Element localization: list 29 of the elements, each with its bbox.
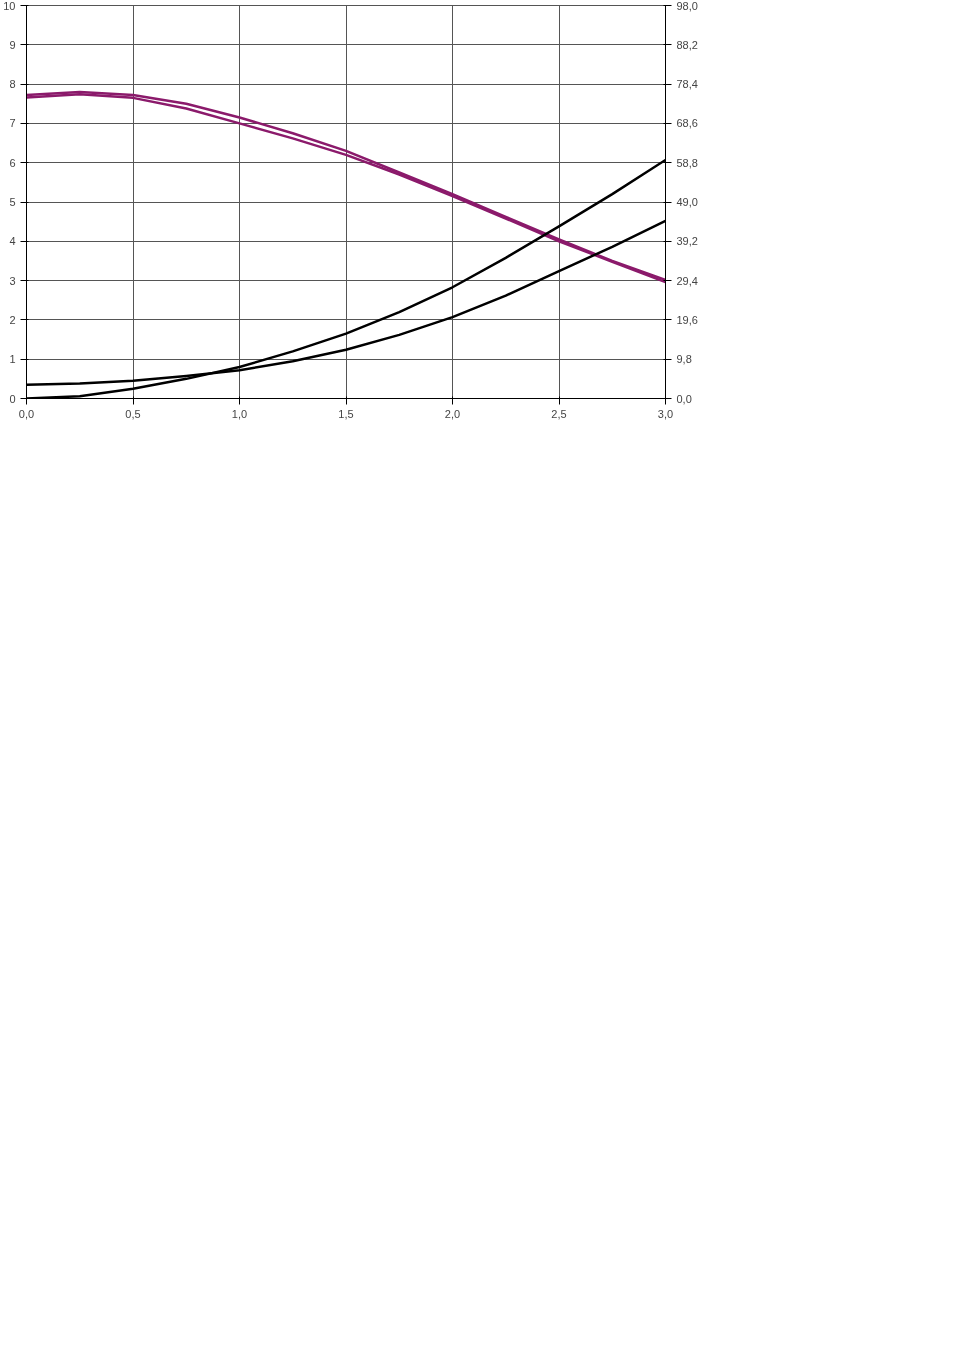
x-tick-label: 0,0 — [18, 407, 35, 420]
x-tick-label: 2,0 — [444, 407, 461, 420]
y2-tick-label: 88,2 — [676, 38, 698, 51]
y-tick-label: 1 — [9, 353, 16, 366]
y-tick-label: 6 — [9, 156, 16, 169]
y2-tick-label: 19,6 — [676, 313, 698, 326]
y2-tick-label: 68,6 — [676, 117, 698, 130]
y-tick-label: 8 — [9, 78, 16, 91]
y2-tick-label: 58,8 — [676, 156, 698, 169]
y-tick-label: 4 — [9, 235, 16, 248]
y2-tick-label: 98,0 — [676, 0, 698, 12]
x-tick-label: 3,0 — [657, 407, 674, 420]
y-tick-label: 5 — [9, 196, 16, 208]
y2-tick-label: 39,2 — [676, 235, 698, 248]
y-tick-label: 2 — [9, 313, 16, 326]
y-tick-label: 9 — [9, 38, 16, 51]
x-tick-label: 2,5 — [551, 407, 567, 420]
x-tick-label: 0,5 — [125, 407, 141, 420]
y2-tick-label: 78,4 — [676, 78, 698, 91]
y-tick-label: 7 — [9, 117, 16, 130]
y-tick-label: 10 — [3, 0, 16, 12]
x-tick-label: 1,5 — [338, 407, 354, 420]
x-tick-label: 1,0 — [231, 407, 248, 420]
y-tick-label: 0 — [9, 392, 16, 405]
y2-tick-label: 9,8 — [676, 353, 692, 366]
y-tick-label: 3 — [9, 274, 16, 287]
y2-tick-label: 0,0 — [676, 392, 692, 405]
y2-tick-label: 29,4 — [676, 274, 698, 287]
y2-tick-label: 49,0 — [676, 196, 698, 208]
